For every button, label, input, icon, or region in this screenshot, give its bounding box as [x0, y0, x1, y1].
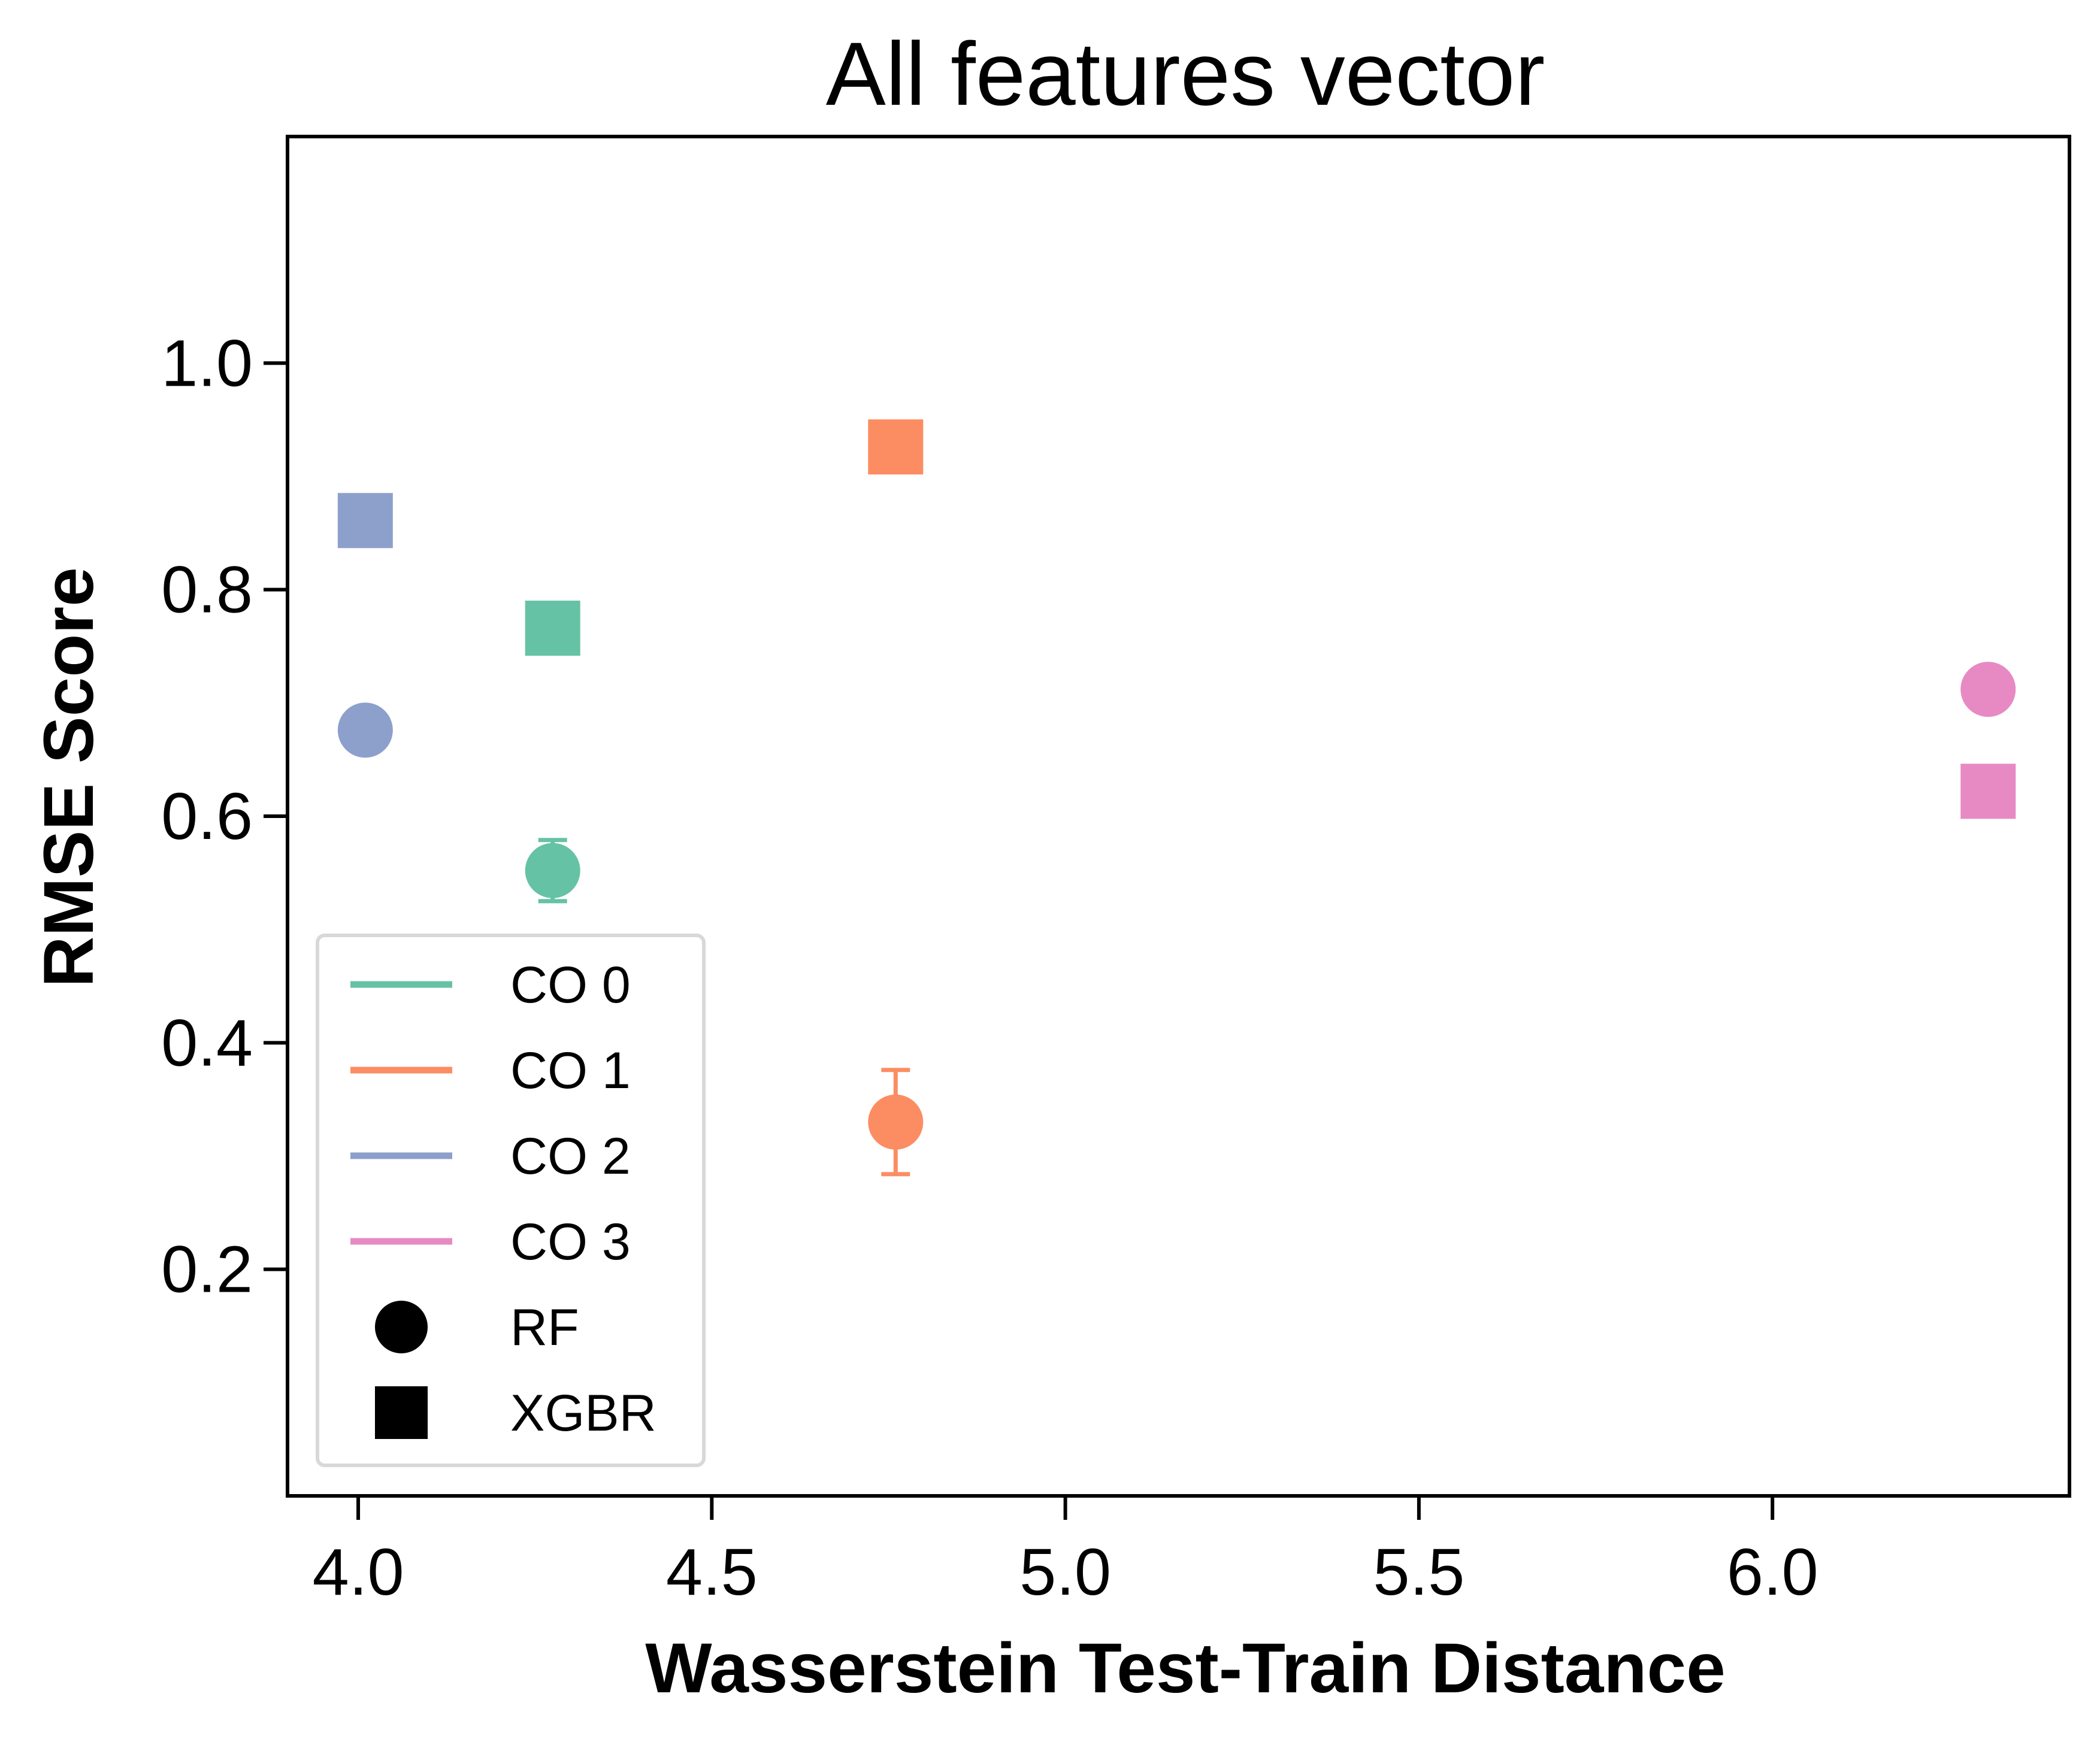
legend-circle-marker [375, 1301, 428, 1353]
data-points [337, 419, 2016, 1177]
x-axis-ticks: 4.0 4.5 5.0 5.5 6.0 [313, 1496, 1818, 1609]
data-point-rf [868, 1094, 924, 1150]
y-axis-ticks: 0.2 0.4 0.6 0.8 1.0 [161, 326, 288, 1307]
legend-label: CO 1 [510, 1042, 631, 1099]
y-tick-label: 0.8 [161, 553, 253, 627]
legend-label: CO 2 [510, 1128, 631, 1185]
data-point-rf [1960, 662, 2016, 717]
data-point-rf [525, 843, 580, 898]
chart-title: All features vector [826, 23, 1545, 124]
x-tick-label: 4.5 [666, 1535, 758, 1609]
data-point-xgbr [1960, 764, 2016, 819]
data-point-xgbr [337, 493, 393, 549]
legend: CO 0 CO 1 CO 2 CO 3 RF XGBR [316, 934, 706, 1467]
x-tick-label: 5.0 [1019, 1535, 1111, 1609]
y-tick-label: 0.4 [161, 1006, 253, 1080]
data-point-rf [337, 702, 393, 758]
x-tick-label: 5.5 [1373, 1535, 1464, 1609]
y-tick-label: 0.6 [161, 780, 253, 853]
y-axis-label: RMSE Score [29, 567, 108, 987]
legend-label: XGBR [510, 1384, 656, 1442]
legend-label: CO 3 [510, 1213, 631, 1271]
data-point-xgbr [868, 419, 924, 475]
legend-label: RF [510, 1299, 579, 1356]
x-axis-label: Wasserstein Test-Train Distance [645, 1629, 1725, 1708]
x-tick-label: 4.0 [313, 1535, 404, 1609]
y-tick-label: 1.0 [161, 326, 253, 400]
x-tick-label: 6.0 [1727, 1535, 1818, 1609]
y-tick-label: 0.2 [161, 1233, 253, 1307]
legend-square-marker [375, 1386, 428, 1439]
legend-label: CO 0 [510, 956, 631, 1014]
data-point-xgbr [525, 600, 580, 656]
